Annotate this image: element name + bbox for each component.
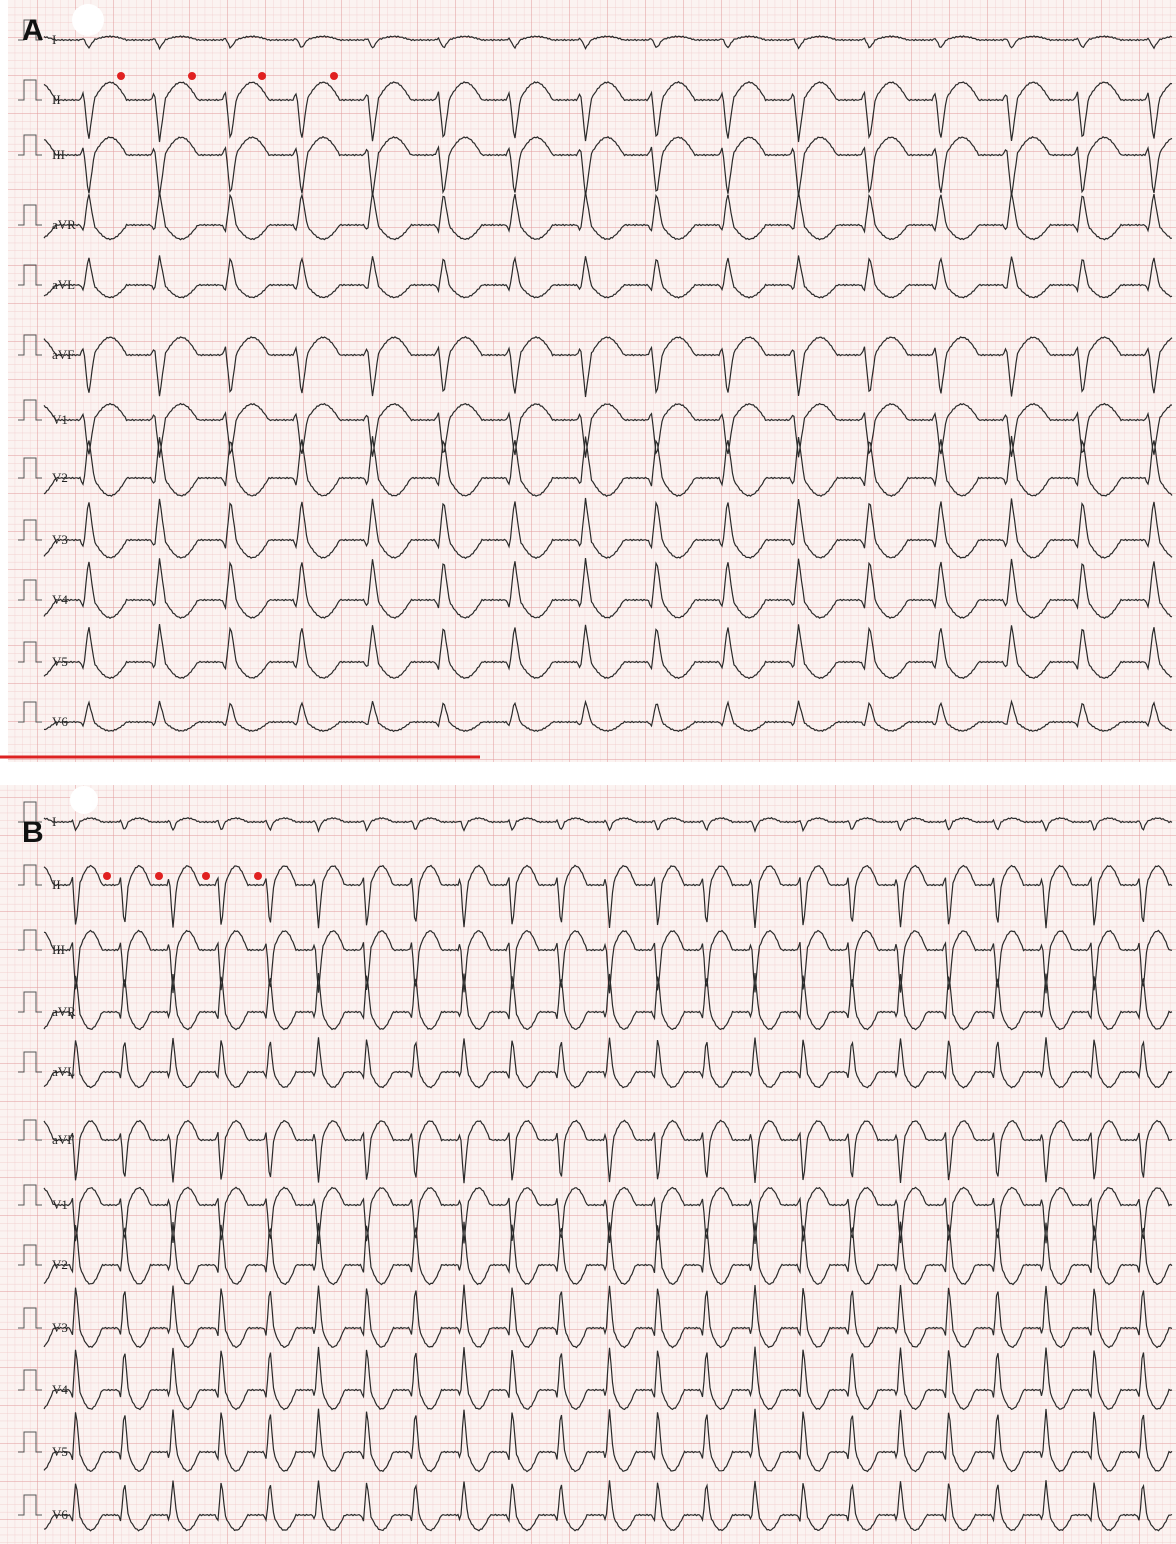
ecg-trace [43, 435, 1173, 497]
p-wave-marker [117, 72, 125, 80]
ecg-trace [43, 929, 1173, 994]
lead-label: aVF [52, 347, 74, 362]
calibration-pulse [18, 264, 42, 286]
p-wave-marker [103, 872, 111, 880]
lead-label: V5 [52, 1444, 68, 1459]
lead-label: II [52, 92, 61, 107]
ecg-trace [43, 1408, 1173, 1473]
calibration-pulse [18, 519, 42, 541]
notch [70, 786, 98, 814]
p-wave-marker [188, 72, 196, 80]
ecg-trace [43, 191, 1173, 241]
lead-label: aVF [52, 1132, 74, 1147]
lead-label: V5 [52, 654, 68, 669]
calibration-pulse [18, 399, 42, 421]
grid-b [0, 785, 1176, 1544]
p-wave-marker [254, 872, 262, 880]
ecg-trace [43, 135, 1173, 197]
calibration-pulse [18, 1494, 42, 1516]
lead-label: V6 [52, 714, 68, 729]
lead-label: I [52, 32, 56, 47]
ecg-trace [43, 624, 1173, 680]
ecg-trace [43, 972, 1173, 1031]
calibration-pulse [18, 701, 42, 723]
calibration-pulse [18, 204, 42, 226]
p-wave-marker [258, 72, 266, 80]
calibration-pulse [18, 19, 42, 41]
lead-label: V3 [52, 1320, 68, 1335]
lead-label: V3 [52, 532, 68, 547]
p-wave-marker [330, 72, 338, 80]
lead-label: aVR [52, 217, 76, 232]
calibration-pulse [18, 1369, 42, 1391]
ecg-trace [43, 1186, 1173, 1245]
lead-label: II [52, 877, 61, 892]
panel-label: A [22, 14, 44, 47]
ecg-trace [43, 80, 1173, 143]
ecg-trace [43, 1284, 1173, 1349]
ecg-trace [43, 1119, 1173, 1184]
calibration-pulse [18, 1184, 42, 1206]
calibration-pulse [18, 1307, 42, 1329]
grid-a [8, 0, 1176, 762]
p-wave-marker [202, 872, 210, 880]
ecg-trace [43, 1346, 1173, 1411]
calibration-pulse [18, 929, 42, 951]
ecg-trace [43, 255, 1173, 299]
ecg-trace [43, 864, 1173, 929]
lead-label: V1 [52, 412, 68, 427]
lead-label: III [52, 942, 65, 957]
lead-label: aVL [52, 1064, 75, 1079]
p-wave-marker [155, 872, 163, 880]
lead-label: V6 [52, 1507, 68, 1522]
lead-label: V2 [52, 1257, 68, 1272]
calibration-pulse [18, 641, 42, 663]
lead-label: V4 [52, 592, 68, 607]
calibration-pulse [18, 457, 42, 479]
ecg-trace [43, 497, 1173, 560]
calibration-pulse [18, 334, 42, 356]
lead-label: I [52, 814, 56, 829]
ecg-trace [43, 1480, 1173, 1532]
lead-label: V4 [52, 1382, 68, 1397]
lead-label: aVR [52, 1004, 76, 1019]
ecg-trace [43, 558, 1173, 620]
notch [72, 4, 104, 36]
calibration-pulse [18, 79, 42, 101]
ecg-trace [43, 699, 1173, 733]
calibration-pulse [18, 579, 42, 601]
ecg-trace [43, 35, 1173, 51]
lead-label: III [52, 147, 65, 162]
calibration-pulse [18, 1119, 42, 1141]
ecg-trace [43, 816, 1173, 834]
lead-label: V1 [52, 1197, 68, 1212]
panel-label: B [22, 816, 44, 849]
calibration-pulse [18, 864, 42, 886]
lead-label: V2 [52, 470, 68, 485]
ecg-trace [43, 335, 1173, 398]
calibration-pulse [18, 1051, 42, 1073]
calibration-pulse [18, 1244, 42, 1266]
ecg-trace [43, 1221, 1173, 1286]
ecg-trace [43, 1037, 1173, 1089]
calibration-pulse [18, 1431, 42, 1453]
calibration-pulse [18, 991, 42, 1013]
lead-label: aVL [52, 277, 75, 292]
calibration-pulse [18, 134, 42, 156]
calibration-pulse [18, 801, 42, 823]
traces [18, 19, 1173, 1532]
